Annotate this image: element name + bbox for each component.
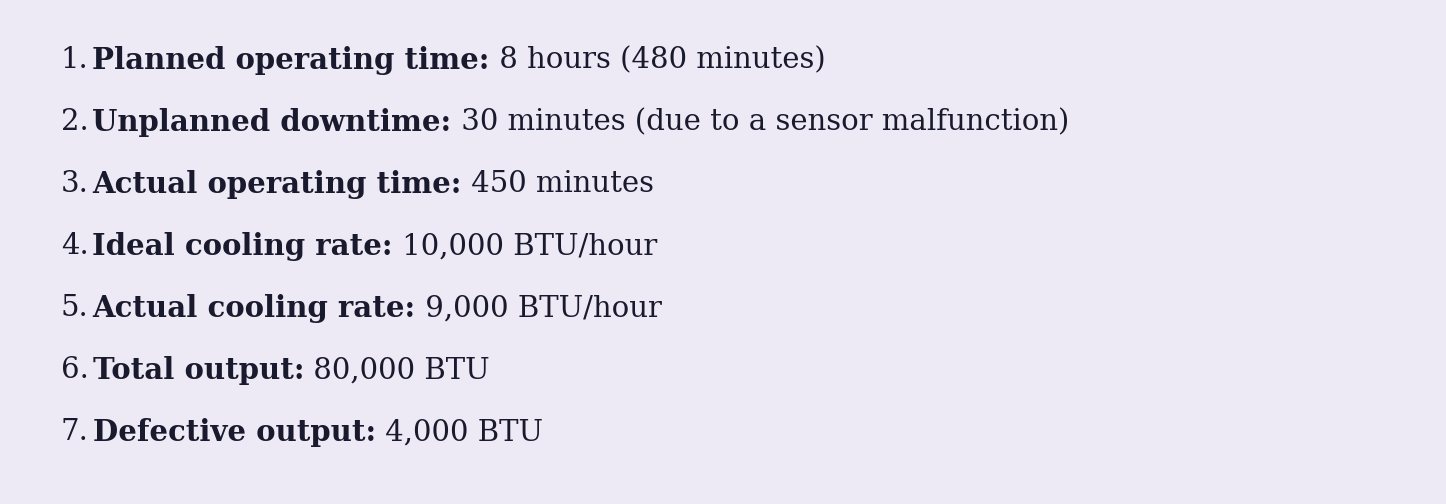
Text: 450 minutes: 450 minutes bbox=[463, 170, 654, 199]
Text: Actual operating time:: Actual operating time: bbox=[93, 170, 463, 199]
Text: Ideal cooling rate:: Ideal cooling rate: bbox=[93, 232, 393, 261]
Text: 2.: 2. bbox=[61, 108, 88, 137]
Text: 10,000 BTU/hour: 10,000 BTU/hour bbox=[393, 232, 658, 261]
Text: 8 hours (480 minutes): 8 hours (480 minutes) bbox=[490, 46, 826, 75]
Text: Planned operating time:: Planned operating time: bbox=[93, 46, 490, 75]
Text: 7.: 7. bbox=[61, 418, 88, 447]
Text: Actual cooling rate:: Actual cooling rate: bbox=[93, 294, 416, 323]
Text: 4.: 4. bbox=[61, 232, 88, 261]
Text: Total output:: Total output: bbox=[93, 356, 304, 385]
Text: 6.: 6. bbox=[61, 356, 88, 385]
Text: 5.: 5. bbox=[61, 294, 88, 323]
Text: 4,000 BTU: 4,000 BTU bbox=[376, 418, 542, 447]
Text: Unplanned downtime:: Unplanned downtime: bbox=[93, 108, 451, 137]
Text: 9,000 BTU/hour: 9,000 BTU/hour bbox=[416, 294, 662, 323]
Text: 1.: 1. bbox=[61, 46, 88, 75]
Text: 30 minutes (due to a sensor malfunction): 30 minutes (due to a sensor malfunction) bbox=[451, 108, 1069, 137]
Text: 3.: 3. bbox=[61, 170, 88, 199]
Text: 80,000 BTU: 80,000 BTU bbox=[304, 356, 490, 385]
Text: Defective output:: Defective output: bbox=[93, 418, 376, 447]
